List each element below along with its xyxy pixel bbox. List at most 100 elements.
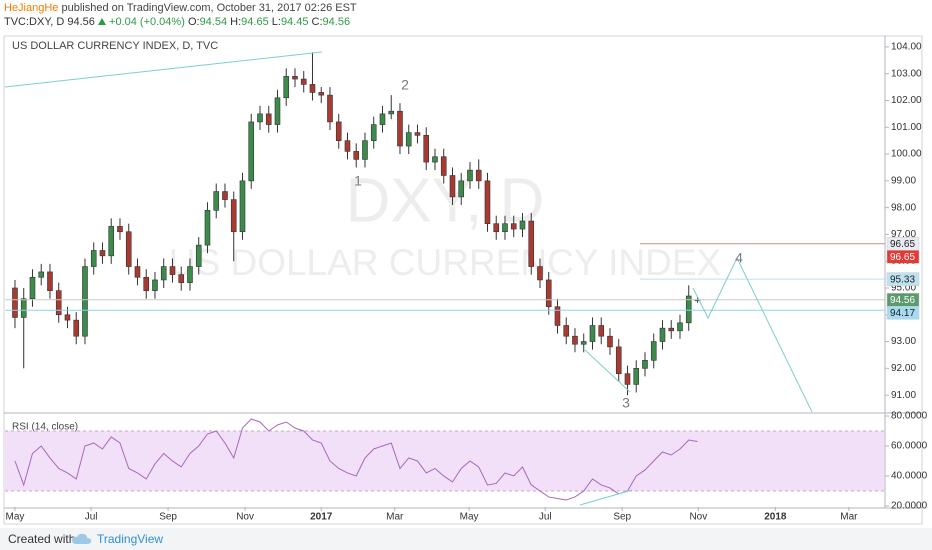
ohlc-value: 94.56 <box>322 16 351 28</box>
candle-body <box>73 319 80 337</box>
candle-body <box>362 140 368 160</box>
candle-body <box>668 327 675 332</box>
candle-body <box>432 156 438 163</box>
candle-body <box>633 368 640 385</box>
candle-body <box>125 231 132 267</box>
rsi-title: RSI (14, close) <box>12 422 78 433</box>
candle-body <box>265 113 272 125</box>
price-tag-label: 96.65 <box>890 239 915 250</box>
wave-label: 4 <box>735 250 743 266</box>
candle-body <box>152 279 158 291</box>
last-price: 94.56 <box>67 16 95 28</box>
candle-body <box>169 266 176 275</box>
quote-line: TVC:DXY, D 94.56 +0.04 (+0.04%) O:94.54 … <box>4 15 357 29</box>
wave-label: 2 <box>401 77 409 93</box>
footer: Created with TradingView <box>0 528 932 550</box>
price-tag <box>886 250 920 264</box>
author[interactable]: HeJiangHe <box>4 2 59 14</box>
candle-body <box>650 341 657 361</box>
candle-body <box>108 226 115 257</box>
candle-body <box>405 132 412 147</box>
price-tag <box>886 272 920 286</box>
brand[interactable]: TradingView <box>97 532 164 546</box>
candle-body <box>467 169 473 182</box>
candle-body <box>440 156 447 176</box>
rsi-trend-line <box>579 489 633 506</box>
y-tick-label: 104.00 <box>891 42 922 53</box>
ohlc-label: L: <box>271 16 281 28</box>
candle-body <box>580 341 587 345</box>
candle-body <box>230 199 237 233</box>
candle-body <box>475 169 482 182</box>
candle-body <box>563 325 570 337</box>
ohlc-1: H:94.65 <box>230 16 269 28</box>
x-tick-label: May <box>460 512 479 523</box>
x-tick-label: 2017 <box>310 512 333 523</box>
candle-body <box>239 180 246 233</box>
candle-body <box>458 180 465 198</box>
candle-body <box>47 271 53 291</box>
candle-body <box>187 266 193 283</box>
y-tick-label: 95.00 <box>891 283 916 294</box>
candle-body <box>117 226 123 233</box>
ohlc-label: H: <box>230 16 242 28</box>
wave-label: 1 <box>354 173 362 189</box>
wave-label: 3 <box>622 395 630 411</box>
price-tag-label: 94.17 <box>890 308 915 319</box>
candle-body <box>335 121 342 141</box>
candle-body <box>12 287 18 318</box>
x-tick-label: Mar <box>386 512 404 523</box>
candle-body <box>38 271 45 278</box>
published: published on TradingView.com, October 31… <box>58 2 357 14</box>
candle-body <box>134 266 141 278</box>
rsi-tick-label: 60.0000 <box>891 441 928 452</box>
x-tick-label: Sep <box>613 512 631 523</box>
y-tick-label: 93.00 <box>891 336 916 347</box>
x-tick-label: Sep <box>159 512 177 523</box>
candle-body <box>519 220 526 230</box>
candle-body <box>29 276 36 299</box>
y-tick-label: 97.00 <box>891 229 916 240</box>
candle-body <box>685 295 692 324</box>
x-tick-label: Nov <box>236 512 254 523</box>
projection-line <box>692 256 813 413</box>
candle-body <box>292 76 298 80</box>
x-tick-label: Jul <box>85 512 98 523</box>
candle-body <box>510 223 517 230</box>
candle-body <box>589 325 596 342</box>
price-tag-label: 95.33 <box>890 274 915 285</box>
ohlc-label: C: <box>311 16 323 28</box>
publish-line: HeJiangHe published on TradingView.com, … <box>4 1 357 15</box>
y-tick-label: 91.00 <box>891 390 916 401</box>
candle-body <box>414 132 421 136</box>
x-tick-label: Jul <box>539 512 552 523</box>
candle-body <box>318 92 325 96</box>
ohlc-0: O:94.54 <box>188 16 227 28</box>
x-tick-label: May <box>6 512 25 523</box>
header: HeJiangHe published on TradingView.com, … <box>4 1 357 29</box>
candle-body <box>615 346 622 374</box>
candle-body <box>213 191 220 211</box>
x-tick-label: Nov <box>689 512 707 523</box>
candle-body <box>484 180 491 224</box>
brand-logo <box>72 533 92 544</box>
y-tick-label: 98.00 <box>891 202 916 213</box>
candle-body <box>493 223 500 233</box>
candle-body <box>283 76 290 99</box>
candle-body <box>554 306 561 326</box>
candle-body <box>624 373 631 385</box>
ohlc-value: 94.45 <box>280 16 309 28</box>
candle-body <box>178 274 185 283</box>
rsi-tick-label: 80.0000 <box>891 411 928 422</box>
candle-body <box>160 266 167 281</box>
candle-body <box>388 110 395 115</box>
price-tag <box>886 306 920 320</box>
candle-body <box>309 84 316 93</box>
y-tick-label: 101.00 <box>891 122 922 133</box>
x-tick-label: 2018 <box>764 512 787 523</box>
candle-body <box>248 121 255 182</box>
ohlc-value: 94.65 <box>241 16 269 28</box>
candle-body <box>537 266 543 281</box>
symbol: TVC:DXY, D <box>4 16 65 28</box>
candle-body <box>204 210 211 246</box>
